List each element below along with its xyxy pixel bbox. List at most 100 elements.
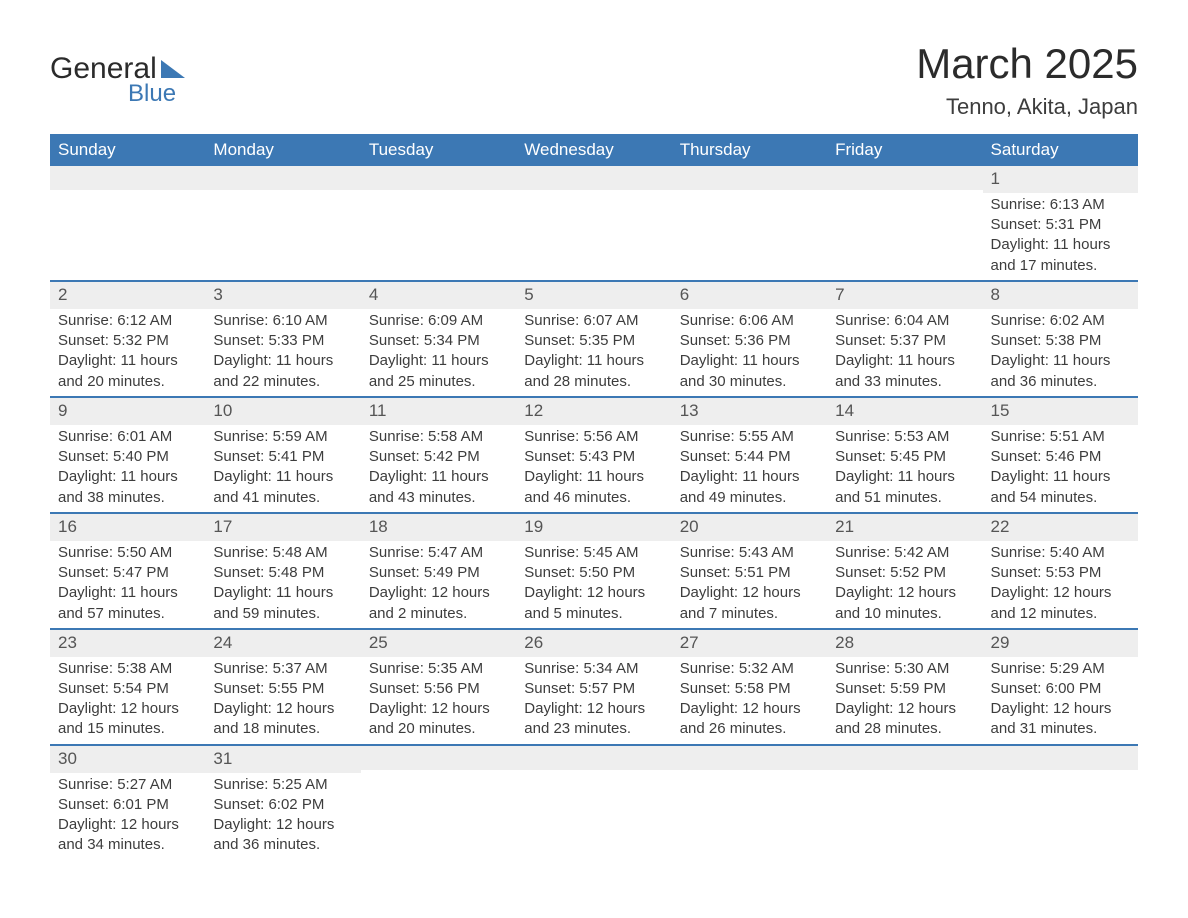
day-number: 27: [672, 630, 827, 657]
daylight-line: Daylight: 12 hours and 34 minutes.: [58, 815, 197, 856]
day-cell: 1Sunrise: 6:13 AMSunset: 5:31 PMDaylight…: [983, 166, 1138, 280]
sunset-line: Sunset: 5:56 PM: [369, 679, 508, 699]
sunset-line: Sunset: 5:55 PM: [213, 679, 352, 699]
day-details: Sunrise: 5:38 AMSunset: 5:54 PMDaylight:…: [50, 657, 205, 744]
day-cell: [361, 746, 516, 860]
day-number: 21: [827, 514, 982, 541]
sunrise-line: Sunrise: 6:02 AM: [991, 311, 1130, 331]
day-details: Sunrise: 6:02 AMSunset: 5:38 PMDaylight:…: [983, 309, 1138, 396]
sunset-line: Sunset: 5:44 PM: [680, 447, 819, 467]
day-number: 7: [827, 282, 982, 309]
sunset-line: Sunset: 5:36 PM: [680, 331, 819, 351]
sunrise-line: Sunrise: 6:09 AM: [369, 311, 508, 331]
day-cell: 30Sunrise: 5:27 AMSunset: 6:01 PMDayligh…: [50, 746, 205, 860]
day-cell: 2Sunrise: 6:12 AMSunset: 5:32 PMDaylight…: [50, 282, 205, 396]
sunset-line: Sunset: 6:02 PM: [213, 795, 352, 815]
daylight-line: Daylight: 11 hours and 46 minutes.: [524, 467, 663, 508]
day-details: Sunrise: 5:58 AMSunset: 5:42 PMDaylight:…: [361, 425, 516, 512]
day-details: Sunrise: 5:51 AMSunset: 5:46 PMDaylight:…: [983, 425, 1138, 512]
day-number: [672, 166, 827, 190]
day-cell: 16Sunrise: 5:50 AMSunset: 5:47 PMDayligh…: [50, 514, 205, 628]
sunrise-line: Sunrise: 5:48 AM: [213, 543, 352, 563]
sunrise-line: Sunrise: 5:47 AM: [369, 543, 508, 563]
day-details: Sunrise: 6:09 AMSunset: 5:34 PMDaylight:…: [361, 309, 516, 396]
sunrise-line: Sunrise: 5:50 AM: [58, 543, 197, 563]
sunset-line: Sunset: 5:38 PM: [991, 331, 1130, 351]
sunset-line: Sunset: 5:41 PM: [213, 447, 352, 467]
week-row: 30Sunrise: 5:27 AMSunset: 6:01 PMDayligh…: [50, 744, 1138, 860]
day-number: 11: [361, 398, 516, 425]
sunset-line: Sunset: 5:58 PM: [680, 679, 819, 699]
day-number: 16: [50, 514, 205, 541]
day-cell: 25Sunrise: 5:35 AMSunset: 5:56 PMDayligh…: [361, 630, 516, 744]
sunrise-line: Sunrise: 6:13 AM: [991, 195, 1130, 215]
day-number: 6: [672, 282, 827, 309]
week-row: 23Sunrise: 5:38 AMSunset: 5:54 PMDayligh…: [50, 628, 1138, 744]
sunset-line: Sunset: 5:48 PM: [213, 563, 352, 583]
daylight-line: Daylight: 11 hours and 57 minutes.: [58, 583, 197, 624]
sunset-line: Sunset: 5:51 PM: [680, 563, 819, 583]
sunrise-line: Sunrise: 5:38 AM: [58, 659, 197, 679]
day-cell: 8Sunrise: 6:02 AMSunset: 5:38 PMDaylight…: [983, 282, 1138, 396]
day-details: Sunrise: 5:47 AMSunset: 5:49 PMDaylight:…: [361, 541, 516, 628]
day-details: Sunrise: 5:55 AMSunset: 5:44 PMDaylight:…: [672, 425, 827, 512]
sunset-line: Sunset: 5:52 PM: [835, 563, 974, 583]
day-cell: [983, 746, 1138, 860]
calendar: Sunday Monday Tuesday Wednesday Thursday…: [50, 134, 1138, 860]
day-details: Sunrise: 5:35 AMSunset: 5:56 PMDaylight:…: [361, 657, 516, 744]
daylight-line: Daylight: 12 hours and 23 minutes.: [524, 699, 663, 740]
sunrise-line: Sunrise: 5:30 AM: [835, 659, 974, 679]
daylight-line: Daylight: 12 hours and 31 minutes.: [991, 699, 1130, 740]
daylight-line: Daylight: 11 hours and 22 minutes.: [213, 351, 352, 392]
sunrise-line: Sunrise: 5:58 AM: [369, 427, 508, 447]
day-number: 10: [205, 398, 360, 425]
sunrise-line: Sunrise: 5:51 AM: [991, 427, 1130, 447]
sunset-line: Sunset: 5:31 PM: [991, 215, 1130, 235]
day-details: Sunrise: 6:06 AMSunset: 5:36 PMDaylight:…: [672, 309, 827, 396]
day-number: 29: [983, 630, 1138, 657]
day-cell: 5Sunrise: 6:07 AMSunset: 5:35 PMDaylight…: [516, 282, 671, 396]
sunset-line: Sunset: 5:34 PM: [369, 331, 508, 351]
day-details: Sunrise: 5:45 AMSunset: 5:50 PMDaylight:…: [516, 541, 671, 628]
day-cell: 9Sunrise: 6:01 AMSunset: 5:40 PMDaylight…: [50, 398, 205, 512]
day-cell: 20Sunrise: 5:43 AMSunset: 5:51 PMDayligh…: [672, 514, 827, 628]
daylight-line: Daylight: 12 hours and 28 minutes.: [835, 699, 974, 740]
week-row: 2Sunrise: 6:12 AMSunset: 5:32 PMDaylight…: [50, 280, 1138, 396]
day-cell: 3Sunrise: 6:10 AMSunset: 5:33 PMDaylight…: [205, 282, 360, 396]
sunrise-line: Sunrise: 5:45 AM: [524, 543, 663, 563]
day-details: Sunrise: 5:53 AMSunset: 5:45 PMDaylight:…: [827, 425, 982, 512]
sunset-line: Sunset: 5:45 PM: [835, 447, 974, 467]
sunrise-line: Sunrise: 6:10 AM: [213, 311, 352, 331]
day-cell: [50, 166, 205, 280]
brand-logo: General Blue: [50, 40, 185, 108]
day-details: Sunrise: 6:04 AMSunset: 5:37 PMDaylight:…: [827, 309, 982, 396]
day-number: 9: [50, 398, 205, 425]
day-cell: 6Sunrise: 6:06 AMSunset: 5:36 PMDaylight…: [672, 282, 827, 396]
day-number: 12: [516, 398, 671, 425]
day-cell: 22Sunrise: 5:40 AMSunset: 5:53 PMDayligh…: [983, 514, 1138, 628]
sunset-line: Sunset: 5:46 PM: [991, 447, 1130, 467]
day-details: Sunrise: 5:42 AMSunset: 5:52 PMDaylight:…: [827, 541, 982, 628]
daylight-line: Daylight: 11 hours and 17 minutes.: [991, 235, 1130, 276]
day-cell: 10Sunrise: 5:59 AMSunset: 5:41 PMDayligh…: [205, 398, 360, 512]
sunrise-line: Sunrise: 5:32 AM: [680, 659, 819, 679]
day-cell: [827, 746, 982, 860]
sunset-line: Sunset: 5:54 PM: [58, 679, 197, 699]
sunrise-line: Sunrise: 6:07 AM: [524, 311, 663, 331]
day-number: [672, 746, 827, 770]
daylight-line: Daylight: 11 hours and 54 minutes.: [991, 467, 1130, 508]
sunrise-line: Sunrise: 5:37 AM: [213, 659, 352, 679]
weekday-header: Sunday: [50, 134, 205, 166]
sunrise-line: Sunrise: 5:53 AM: [835, 427, 974, 447]
page-title: March 2025: [916, 40, 1138, 88]
day-details: Sunrise: 5:37 AMSunset: 5:55 PMDaylight:…: [205, 657, 360, 744]
day-number: 22: [983, 514, 1138, 541]
daylight-line: Daylight: 12 hours and 15 minutes.: [58, 699, 197, 740]
sunset-line: Sunset: 5:40 PM: [58, 447, 197, 467]
daylight-line: Daylight: 11 hours and 41 minutes.: [213, 467, 352, 508]
sunset-line: Sunset: 5:32 PM: [58, 331, 197, 351]
sunrise-line: Sunrise: 5:29 AM: [991, 659, 1130, 679]
day-number: 13: [672, 398, 827, 425]
day-number: 18: [361, 514, 516, 541]
day-number: [205, 166, 360, 190]
